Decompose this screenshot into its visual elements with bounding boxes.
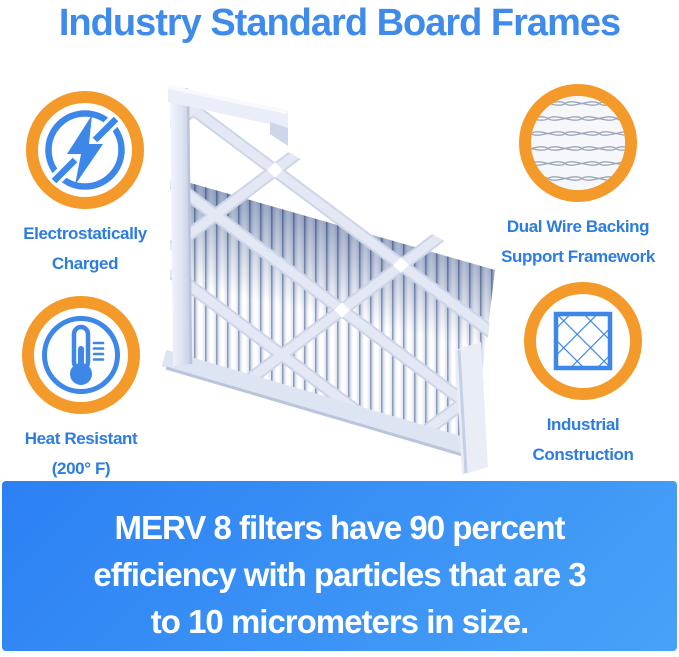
banner-line: efficiency with particles that are 3 <box>93 556 586 593</box>
wire-mesh-badge <box>519 84 637 202</box>
banner-line: MERV 8 filters have 90 percent <box>114 509 566 546</box>
feature-heat-resistant: Heat Resistant (200° F) <box>0 296 169 484</box>
feature-label: Electrostatically Charged <box>0 219 173 279</box>
feature-label: Heat Resistant (200° F) <box>0 424 169 484</box>
air-filter-illustration <box>150 82 515 477</box>
page-title: Industry Standard Board Frames <box>58 2 621 44</box>
lightning-bolt-icon <box>43 108 127 192</box>
feature-label-line: Charged <box>51 254 119 273</box>
thermometer-icon <box>42 316 120 394</box>
merv-info-banner: MERV 8 filters have 90 percent efficienc… <box>2 481 677 651</box>
feature-label-line: (200° F) <box>51 459 111 478</box>
feature-label-line: Dual Wire Backing <box>506 217 650 236</box>
feature-label-line: Support Framework <box>501 247 655 266</box>
electrostatic-badge <box>26 91 144 209</box>
feature-dual-wire-backing: Dual Wire Backing Support Framework <box>490 84 666 272</box>
feature-electrostatically-charged: Electrostatically Charged <box>0 91 173 279</box>
feature-label-line: Electrostatically <box>23 224 147 243</box>
feature-label-line: Industrial <box>546 415 620 434</box>
feature-industrial-construction: Industrial Construction <box>495 282 671 470</box>
feature-label: Industrial Construction <box>495 410 671 470</box>
heat-resistant-badge <box>22 296 140 414</box>
banner-line: to 10 micrometers in size. <box>150 603 530 640</box>
industrial-badge <box>524 282 642 400</box>
diamond-lattice-icon <box>553 311 613 371</box>
filter-board-frame <box>161 85 495 475</box>
feature-label-line: Heat Resistant <box>24 429 138 448</box>
feature-label-line: Construction <box>532 445 634 464</box>
feature-label: Dual Wire Backing Support Framework <box>490 212 666 272</box>
wire-mesh-icon <box>531 96 625 190</box>
